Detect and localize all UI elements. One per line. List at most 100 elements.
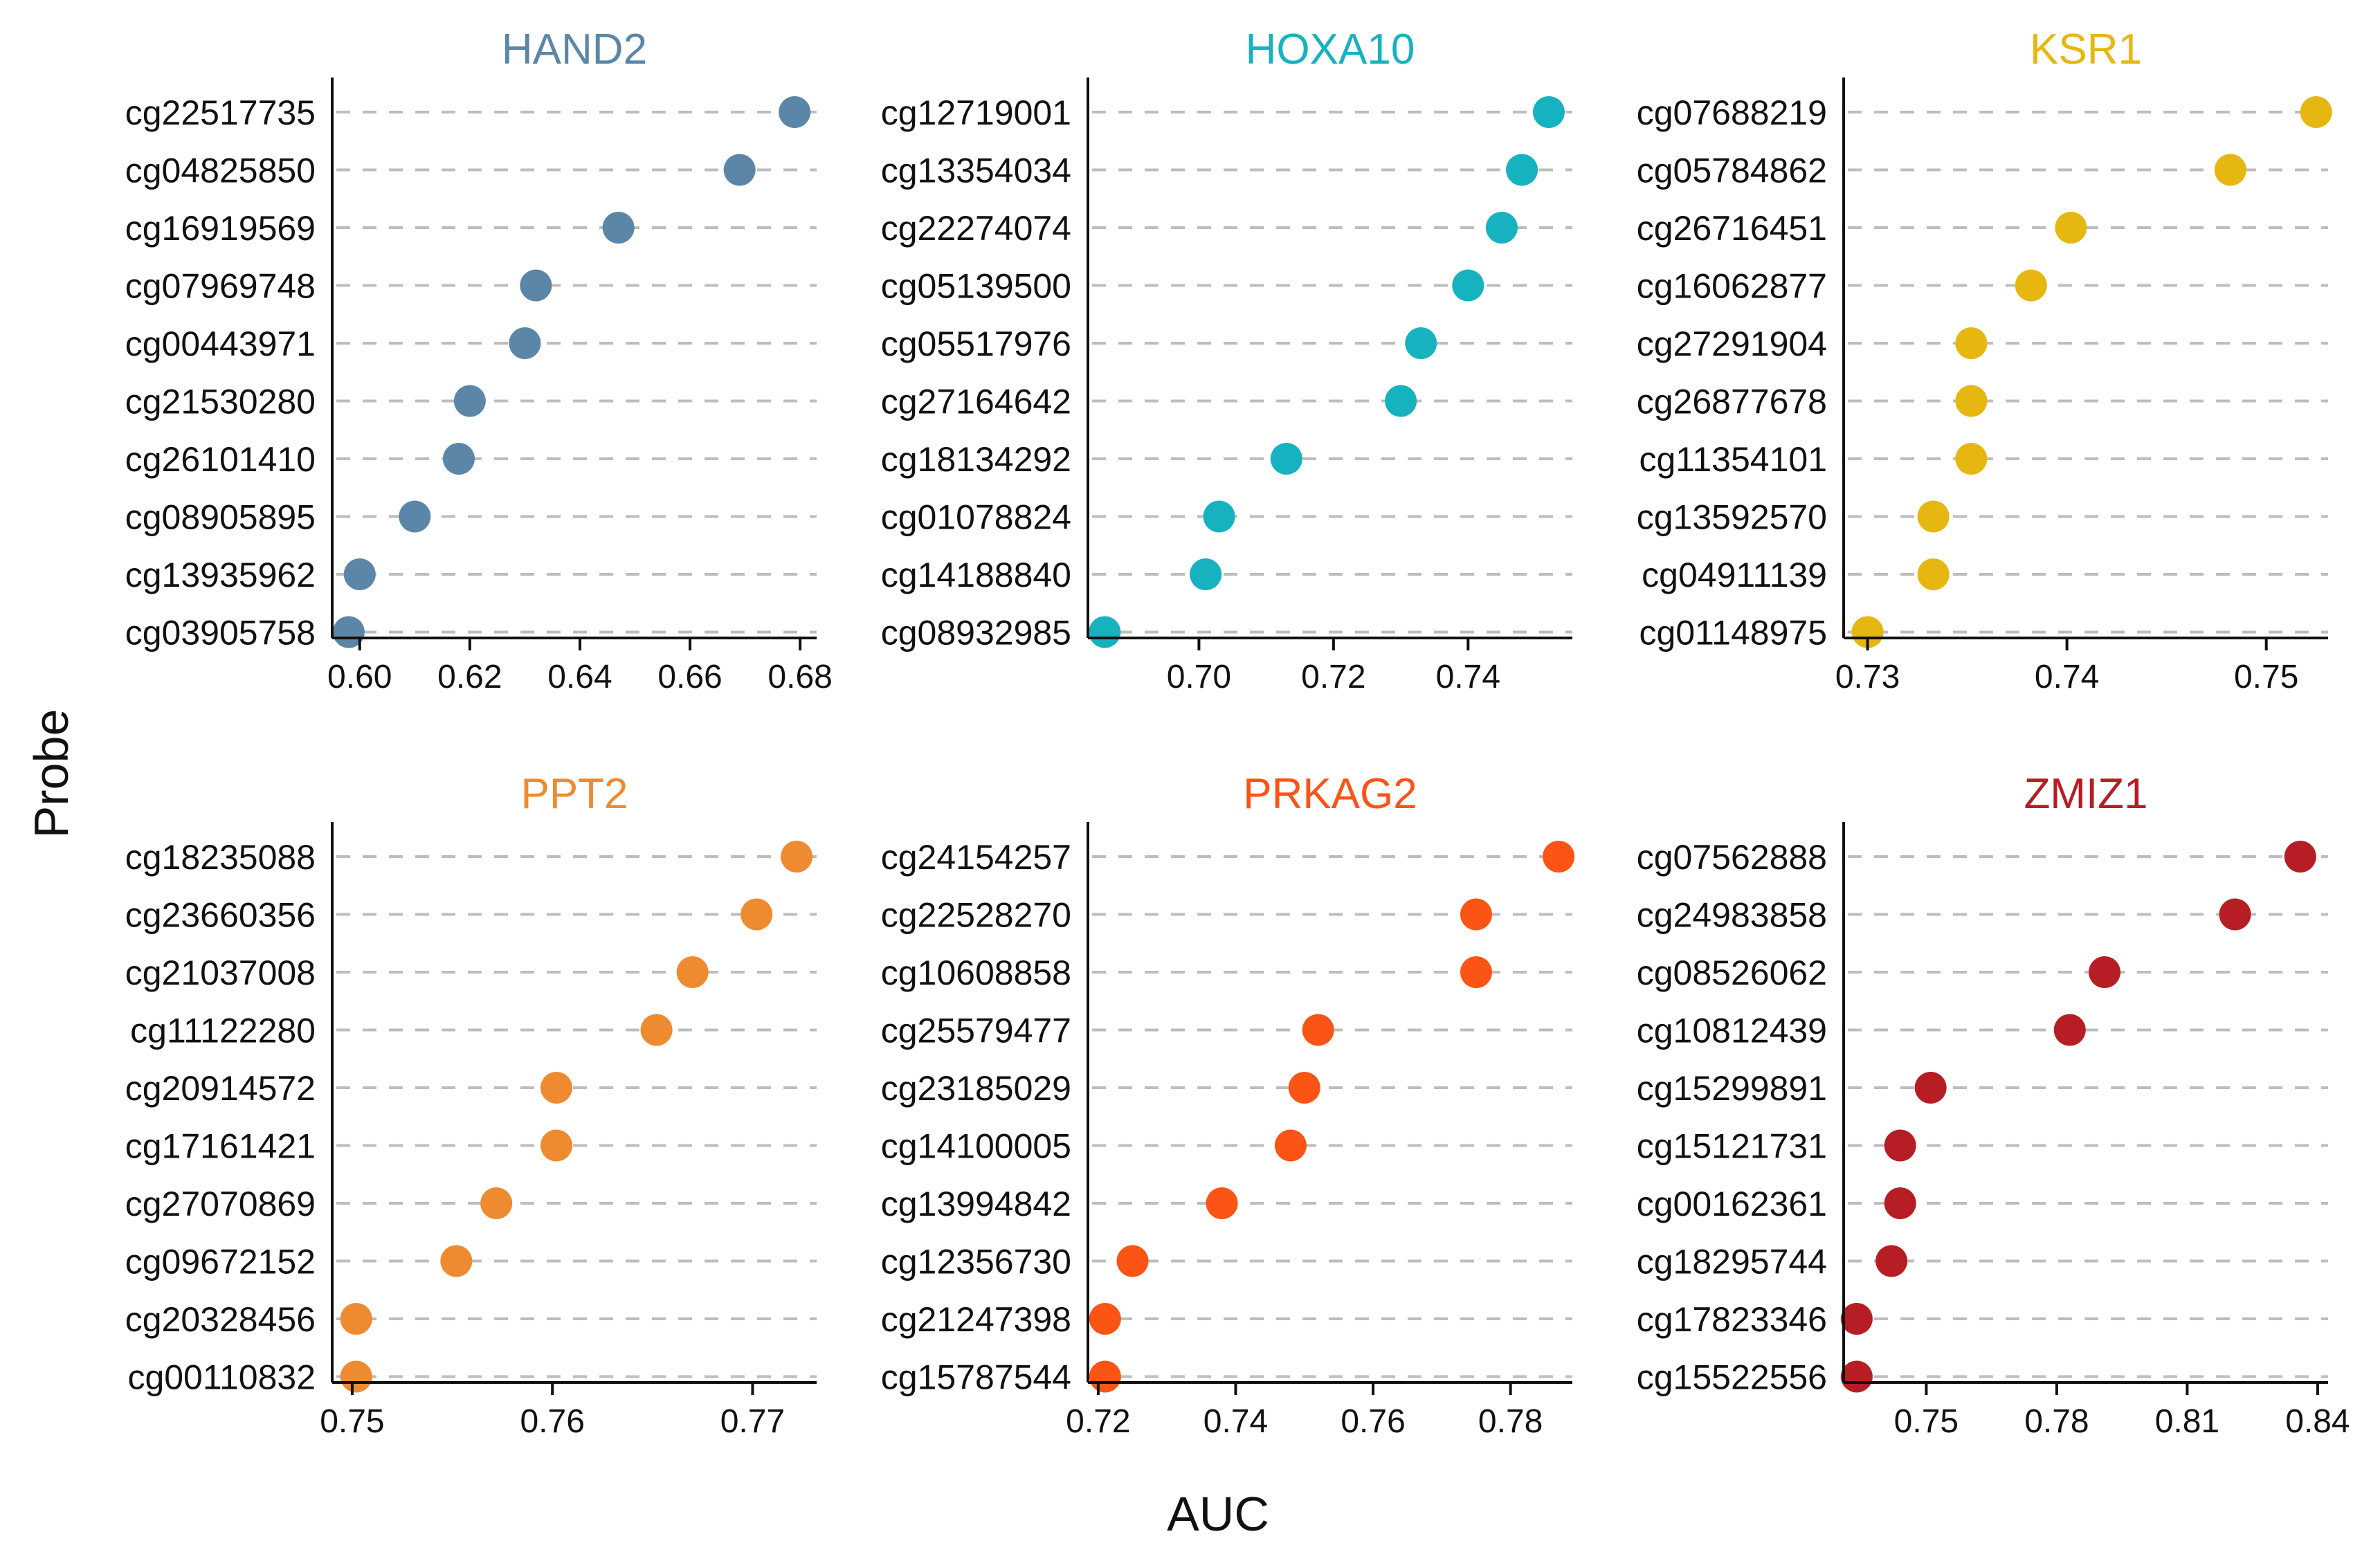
probe-label: cg13592570: [1637, 498, 1827, 537]
probe-label: cg20328456: [125, 1300, 316, 1339]
data-point: [2089, 956, 2121, 988]
data-point: [509, 327, 541, 359]
probe-label: cg23660356: [125, 896, 316, 935]
probe-label: cg26877678: [1637, 383, 1827, 421]
probe-label: cg01078824: [881, 498, 1071, 537]
probe-label: cg09672152: [125, 1243, 316, 1281]
x-tick-label: 0.73: [1835, 659, 1900, 695]
data-point: [480, 1187, 513, 1219]
x-tick-label: 0.75: [2234, 659, 2298, 695]
probe-label: cg24983858: [1637, 896, 1827, 935]
data-point: [1203, 500, 1235, 533]
x-tick-label: 0.74: [1203, 1403, 1268, 1440]
panel-title: HOXA10: [1246, 26, 1415, 73]
data-point: [1851, 616, 1884, 648]
probe-label: cg07969748: [125, 267, 316, 306]
data-point: [1955, 443, 1988, 475]
probe-label: cg00443971: [125, 325, 316, 363]
probe-label: cg17161421: [125, 1127, 316, 1166]
probe-label: cg25579477: [881, 1012, 1071, 1050]
data-point: [540, 1072, 572, 1104]
probe-label: cg00110832: [127, 1358, 316, 1397]
x-tick-label: 0.78: [1478, 1403, 1543, 1440]
data-point: [1460, 898, 1492, 931]
probe-label: cg05139500: [881, 267, 1071, 306]
data-point: [340, 1303, 372, 1335]
x-tick-label: 0.74: [2035, 659, 2099, 695]
probe-label: cg16919569: [125, 209, 316, 248]
data-point: [781, 841, 813, 873]
data-point: [520, 269, 552, 302]
data-point: [779, 96, 811, 128]
data-point: [1270, 443, 1302, 475]
data-point: [2300, 96, 2332, 128]
data-point: [1089, 616, 1121, 648]
data-point: [1955, 385, 1988, 417]
panel-title: ZMIZ1: [2024, 770, 2147, 818]
x-tick-label: 0.72: [1301, 659, 1365, 695]
data-point: [1116, 1245, 1149, 1277]
data-point: [1274, 1129, 1307, 1162]
facet-panels: HAND2 cg22517735 cg04825850 cg16919569 cg079…: [125, 26, 2350, 1440]
x-tick-label: 0.72: [1066, 1403, 1130, 1440]
probe-label: cg17823346: [1637, 1300, 1827, 1339]
probe-label: cg18134292: [881, 440, 1071, 479]
x-tick-label: 0.76: [1341, 1403, 1405, 1440]
x-tick-label: 0.62: [437, 659, 502, 695]
probe-label: cg26101410: [125, 440, 316, 479]
probe-label: cg22528270: [881, 896, 1071, 935]
probe-label: cg27070869: [125, 1185, 316, 1223]
probe-label: cg08932985: [881, 614, 1071, 652]
x-tick-label: 0.60: [327, 659, 392, 695]
probe-label: cg07688219: [1637, 93, 1827, 132]
data-point: [1914, 1072, 1947, 1104]
data-point: [1302, 1014, 1334, 1046]
x-tick-label: 0.75: [320, 1403, 384, 1440]
data-point: [741, 898, 773, 931]
probe-label: cg14100005: [881, 1127, 1071, 1166]
data-point: [343, 558, 376, 590]
y-axis-title: Probe: [24, 709, 78, 839]
data-point: [1288, 1072, 1320, 1104]
data-point: [1485, 212, 1518, 244]
probe-label: cg14188840: [881, 556, 1071, 594]
data-point: [442, 443, 475, 475]
data-point: [440, 1245, 473, 1277]
probe-label: cg27164642: [881, 383, 1071, 421]
data-point: [1884, 1129, 1916, 1162]
probe-label: cg22274074: [881, 209, 1071, 248]
probe-label: cg18295744: [1637, 1243, 1827, 1281]
data-point: [1884, 1187, 1916, 1219]
data-point: [676, 956, 709, 988]
data-point: [1840, 1303, 1873, 1335]
data-point: [453, 385, 486, 417]
panel-title: PRKAG2: [1243, 770, 1417, 818]
probe-label: cg21247398: [881, 1300, 1071, 1339]
data-point: [723, 154, 756, 186]
panel-title: PPT2: [520, 770, 628, 818]
data-point: [1543, 841, 1575, 873]
panel-ksr1: KSR1 cg07688219 cg05784862 cg26716451 cg1606…: [1637, 26, 2332, 695]
probe-label: cg10812439: [1637, 1012, 1827, 1050]
data-point: [2219, 898, 2251, 931]
data-point: [1532, 96, 1565, 128]
probe-label: cg15522556: [1637, 1358, 1827, 1397]
x-tick-label: 0.77: [720, 1403, 785, 1440]
x-tick-label: 0.70: [1167, 659, 1231, 695]
probe-label: cg04825850: [125, 152, 316, 190]
probe-label: cg03905758: [125, 614, 316, 652]
probe-label: cg13935962: [125, 556, 316, 594]
x-tick-label: 0.68: [767, 659, 832, 695]
data-point: [1385, 385, 1417, 417]
panel-ppt2: PPT2 cg18235088 cg23660356 cg21037008 cg1112…: [125, 770, 817, 1440]
probe-label: cg01148975: [1639, 614, 1827, 652]
data-point: [1089, 1303, 1121, 1335]
probe-label: cg13994842: [881, 1185, 1071, 1223]
panel-hand2: HAND2 cg22517735 cg04825850 cg16919569 cg079…: [125, 26, 833, 695]
probe-label: cg12356730: [881, 1243, 1071, 1281]
x-tick-label: 0.81: [2155, 1403, 2219, 1440]
probe-label: cg21530280: [125, 383, 316, 421]
probe-label: cg18235088: [125, 838, 316, 877]
data-point: [2055, 212, 2087, 244]
data-point: [399, 500, 431, 533]
